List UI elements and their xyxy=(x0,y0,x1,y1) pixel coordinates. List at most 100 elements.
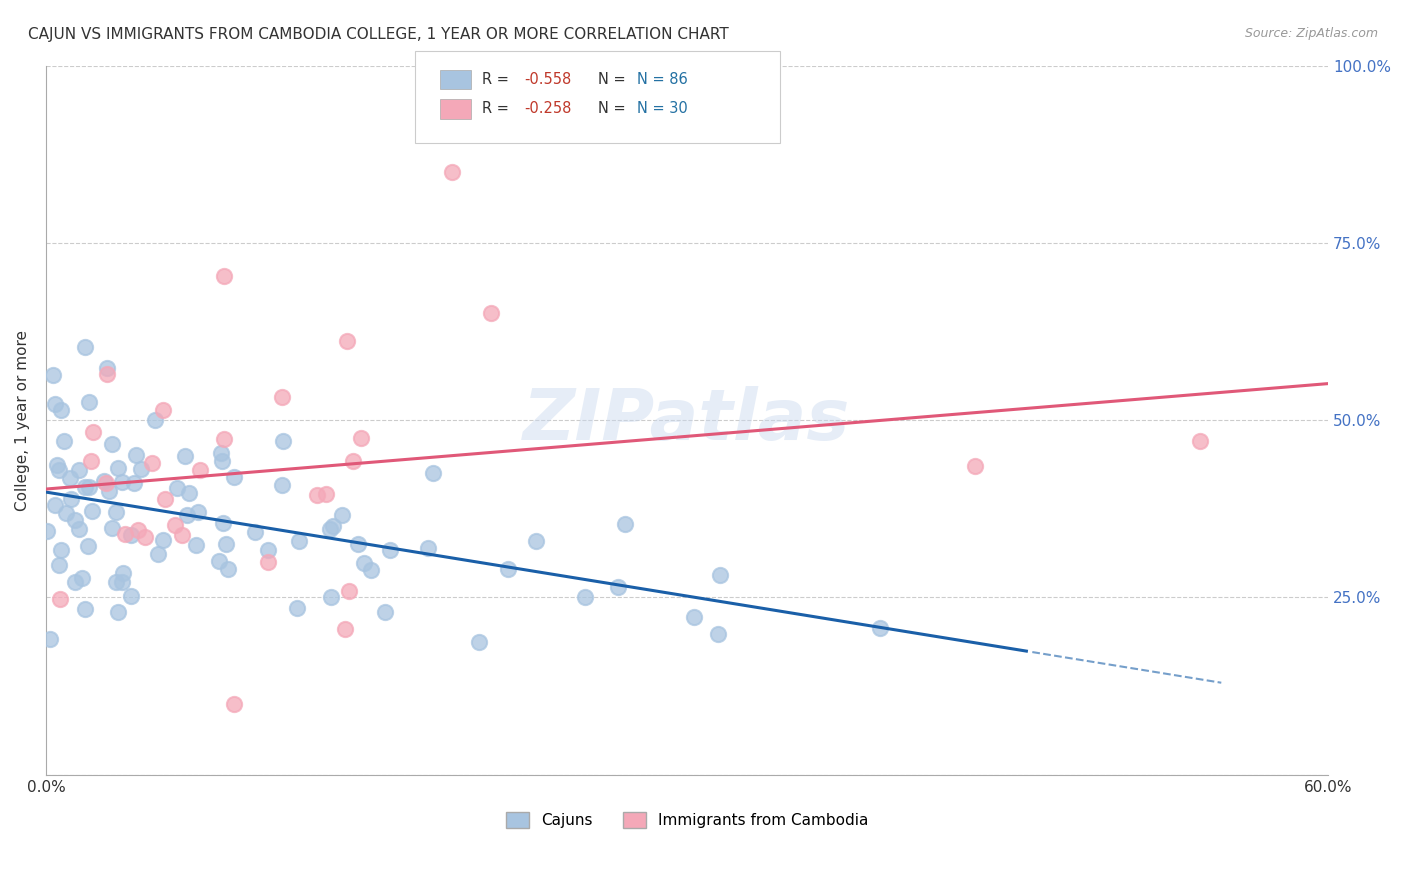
Point xyxy=(48,462,70,476)
Point xyxy=(257,555,280,569)
Point xyxy=(80,504,103,518)
Point xyxy=(342,454,364,468)
Point xyxy=(524,533,547,548)
Point xyxy=(101,521,124,535)
Y-axis label: College, 1 year or more: College, 1 year or more xyxy=(15,330,30,511)
Point xyxy=(114,527,136,541)
Point xyxy=(77,540,100,554)
Point xyxy=(75,340,97,354)
Point xyxy=(222,470,245,484)
Point xyxy=(39,632,62,647)
Point xyxy=(98,484,121,499)
Point xyxy=(165,518,187,533)
Text: N = 30: N = 30 xyxy=(637,102,688,116)
Point xyxy=(152,403,174,417)
Point xyxy=(104,574,127,589)
Point xyxy=(120,590,142,604)
Point xyxy=(271,478,294,492)
Point xyxy=(96,367,118,381)
Point xyxy=(112,566,135,580)
Point xyxy=(52,434,75,449)
Point xyxy=(337,583,360,598)
Point xyxy=(101,437,124,451)
Point xyxy=(606,580,628,594)
Text: N =: N = xyxy=(598,102,630,116)
Point xyxy=(104,505,127,519)
Point xyxy=(360,563,382,577)
Point xyxy=(152,533,174,547)
Point xyxy=(333,623,356,637)
Point xyxy=(211,516,233,530)
Point xyxy=(63,513,86,527)
Point xyxy=(41,368,63,382)
Point xyxy=(479,306,502,320)
Point xyxy=(224,697,246,711)
Point xyxy=(212,268,235,283)
Point xyxy=(170,528,193,542)
Point xyxy=(146,548,169,562)
Point xyxy=(77,395,100,409)
Point xyxy=(173,449,195,463)
Point xyxy=(110,475,132,490)
Point xyxy=(209,446,232,460)
Text: -0.258: -0.258 xyxy=(524,102,572,116)
Point xyxy=(330,508,353,522)
Text: R =: R = xyxy=(482,72,513,87)
Point xyxy=(134,530,156,544)
Point xyxy=(127,523,149,537)
Point xyxy=(77,480,100,494)
Point xyxy=(82,425,104,440)
Point xyxy=(271,391,294,405)
Point xyxy=(418,541,440,555)
Point xyxy=(336,334,359,348)
Point xyxy=(378,542,401,557)
Point xyxy=(73,480,96,494)
Point xyxy=(207,554,229,568)
Point xyxy=(166,481,188,495)
Point xyxy=(188,463,211,477)
Point xyxy=(176,508,198,522)
Point xyxy=(129,462,152,476)
Point xyxy=(319,590,342,604)
Point xyxy=(709,567,731,582)
Point xyxy=(44,396,66,410)
Point xyxy=(49,542,72,557)
Point xyxy=(468,635,491,649)
Point xyxy=(350,431,373,445)
Point xyxy=(143,413,166,427)
Point xyxy=(307,488,329,502)
Text: N =: N = xyxy=(598,72,630,87)
Point xyxy=(96,475,118,490)
Point xyxy=(93,474,115,488)
Point xyxy=(346,537,368,551)
Point xyxy=(1188,434,1211,449)
Point xyxy=(496,562,519,576)
Point xyxy=(63,574,86,589)
Point xyxy=(315,486,337,500)
Point xyxy=(440,165,463,179)
Point xyxy=(59,471,82,485)
Point xyxy=(141,456,163,470)
Point xyxy=(574,591,596,605)
Point xyxy=(374,606,396,620)
Point xyxy=(215,537,238,551)
Text: -0.558: -0.558 xyxy=(524,72,572,87)
Point xyxy=(271,434,294,448)
Point xyxy=(177,485,200,500)
Text: N = 86: N = 86 xyxy=(637,72,688,87)
Point xyxy=(73,602,96,616)
Text: CAJUN VS IMMIGRANTS FROM CAMBODIA COLLEGE, 1 YEAR OR MORE CORRELATION CHART: CAJUN VS IMMIGRANTS FROM CAMBODIA COLLEG… xyxy=(28,27,728,42)
Point xyxy=(187,505,209,519)
Point xyxy=(422,467,444,481)
Legend: Cajuns, Immigrants from Cambodia: Cajuns, Immigrants from Cambodia xyxy=(499,806,875,835)
Point xyxy=(285,601,308,615)
Point xyxy=(122,475,145,490)
Point xyxy=(243,524,266,539)
Point xyxy=(46,458,69,473)
Point xyxy=(353,557,375,571)
Point xyxy=(186,538,208,552)
Point xyxy=(613,516,636,531)
Point xyxy=(214,432,236,446)
Point xyxy=(211,454,233,468)
Point xyxy=(318,522,340,536)
